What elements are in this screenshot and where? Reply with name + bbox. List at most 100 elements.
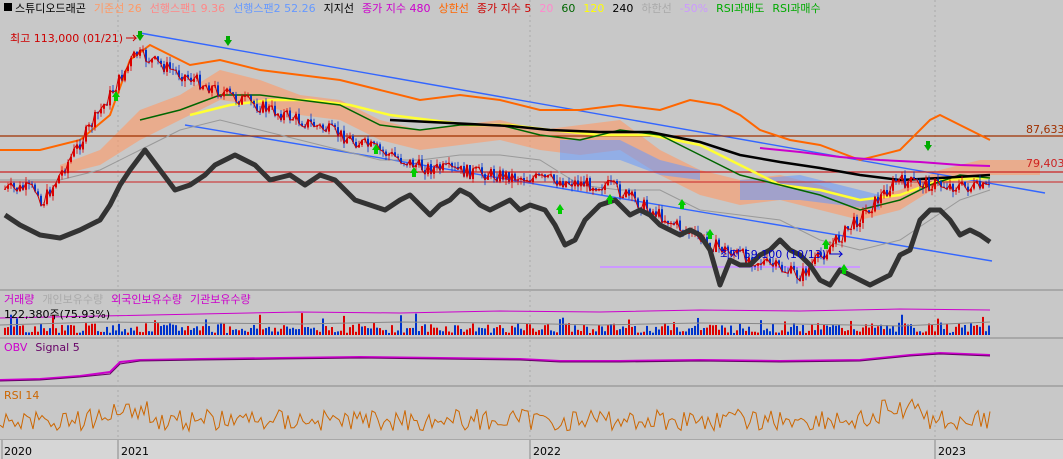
candle-body (778, 260, 780, 265)
legend-item[interactable]: 종가 지수 480 (362, 2, 430, 15)
candle-body (412, 159, 414, 168)
legend-item[interactable]: 외국인보유수량 (111, 293, 182, 306)
volume-bar (271, 331, 273, 335)
volume-bar (577, 329, 579, 335)
candle-body (919, 180, 921, 186)
volume-bar (853, 329, 855, 335)
up-arrow-icon (410, 167, 418, 177)
candle-body (94, 112, 96, 128)
candle-body (256, 104, 258, 111)
volume-bar (451, 332, 453, 335)
volume-bar (799, 331, 801, 335)
legend-item[interactable]: 상한선 (438, 2, 468, 15)
volume-bar (241, 328, 243, 335)
volume-bar (631, 326, 633, 335)
volume-bar (544, 325, 546, 335)
volume-bar (664, 323, 666, 335)
candle-body (352, 136, 354, 142)
volume-bar (574, 325, 576, 335)
volume-bar (187, 325, 189, 335)
candle-body (118, 74, 120, 91)
legend-item[interactable]: Signal 5 (35, 341, 79, 354)
legend-item[interactable]: 선행스팬2 52.26 (233, 2, 315, 15)
volume-bar (175, 325, 177, 335)
candle-body (604, 185, 606, 191)
volume-bar (394, 332, 396, 335)
candle-body (955, 189, 957, 192)
candle-body (826, 254, 828, 260)
legend-item[interactable]: 20 (539, 2, 553, 15)
volume-bar (355, 331, 357, 335)
candle-body (190, 77, 192, 82)
legend-item[interactable]: 60 (561, 2, 575, 15)
obv-line (0, 351, 991, 381)
candle-body (847, 226, 849, 230)
candle-body (982, 182, 984, 189)
legend-item[interactable]: 종가 지수 5 (477, 2, 531, 15)
volume-bar (841, 327, 843, 335)
volume-bar (586, 326, 588, 335)
legend-item[interactable]: RSI과매도 (716, 2, 764, 15)
volume-bar (778, 332, 780, 335)
volume-bar (79, 332, 81, 335)
volume-bar (619, 329, 621, 335)
volume-bar (508, 332, 510, 335)
candle-body (820, 252, 822, 256)
legend-item[interactable]: RSI과매수 (772, 2, 820, 15)
volume-bar (145, 323, 147, 335)
volume-bar (379, 328, 381, 335)
legend-item[interactable]: 기관보유수량 (190, 293, 251, 306)
volume-bar (757, 332, 759, 335)
legend-item[interactable]: 기준선 26 (94, 2, 142, 15)
legend-item[interactable]: 개인보유수량 (42, 293, 103, 306)
legend-item[interactable]: 지지선 (324, 2, 354, 15)
candle-body (265, 101, 267, 112)
volume-bar (67, 325, 69, 335)
candle-body (643, 199, 645, 211)
candle-body (4, 188, 6, 190)
ma480-line (759, 147, 991, 167)
volume-bar (430, 324, 432, 335)
volume-bar (169, 323, 171, 335)
candle-body (310, 119, 312, 122)
legend-item[interactable]: 선행스팬1 9.36 (150, 2, 225, 15)
candle-body (844, 226, 846, 242)
volume-bar (673, 322, 675, 335)
volume-bar (55, 328, 57, 335)
legend-item[interactable]: 하한선 (641, 1, 671, 15)
candle-body (520, 178, 522, 180)
volume-bar (745, 330, 747, 335)
volume-bar (973, 325, 975, 335)
volume-bar (793, 323, 795, 335)
candle-body (10, 183, 12, 186)
volume-bar (370, 328, 372, 335)
legend-item[interactable]: -50% (680, 2, 708, 15)
candle-body (772, 263, 774, 267)
volume-bar (466, 329, 468, 335)
legend-item[interactable]: 거래량 (4, 293, 34, 306)
candle-body (58, 175, 60, 184)
volume-bar (244, 330, 246, 335)
volume-bar (718, 329, 720, 335)
volume-bar (40, 323, 42, 335)
volume-bar (643, 331, 645, 335)
volume-bar (967, 331, 969, 335)
volume-bar (160, 326, 162, 335)
volume-bar (919, 331, 921, 335)
legend-item[interactable]: 120 (583, 2, 604, 15)
candle-body (529, 180, 531, 183)
legend-item[interactable]: OBV (4, 341, 28, 354)
volume-bar (583, 324, 585, 335)
volume-bar (775, 332, 777, 335)
legend-item[interactable]: RSI 14 (4, 389, 39, 402)
candle-body (328, 123, 330, 132)
candle-body (931, 189, 933, 191)
volume-bar (805, 332, 807, 335)
candle-body (163, 64, 165, 72)
volume-bar (505, 332, 507, 335)
legend-item[interactable]: 240 (612, 2, 633, 15)
legend-item[interactable]: 스튜디오드래곤 (15, 2, 86, 15)
volume-bar (823, 325, 825, 335)
volume-bar (424, 324, 426, 335)
